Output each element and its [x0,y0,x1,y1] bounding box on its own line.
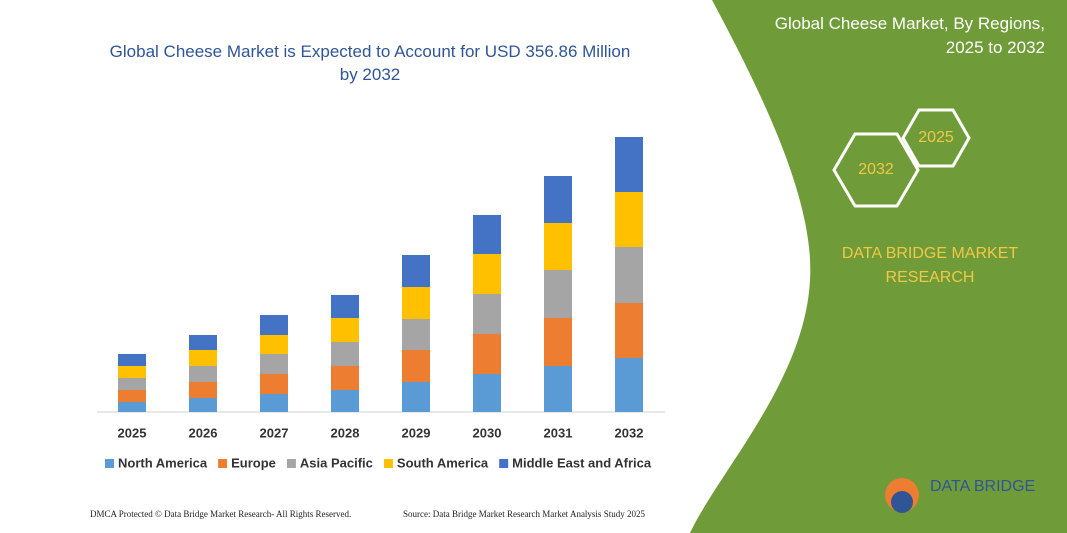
x-tick-label: 2029 [402,425,431,440]
logo-text: DATA BRIDGE [930,478,1035,495]
bar-segment [402,287,430,319]
x-tick-label: 2031 [544,425,573,440]
bar-segment [331,295,359,318]
footer-left: DMCA Protected © Data Bridge Market Rese… [90,509,351,519]
x-tick-label: 2027 [260,425,289,440]
bar-segment [189,335,217,350]
bar-segment [544,366,572,412]
hex-label: 2025 [918,129,954,146]
hexagon [901,108,971,168]
x-tick-label: 2025 [118,425,147,440]
bar-segment [118,402,146,412]
bar-segment [473,334,501,374]
green-panel [690,0,1067,533]
bar-segment [118,390,146,402]
bar-segment [189,398,217,412]
bar-segment [331,342,359,366]
bar-segment [402,382,430,412]
bar-segment [473,294,501,334]
bar-segment [544,318,572,366]
legend-label: Middle East and Africa [512,455,652,470]
hexagon [832,132,920,208]
bar-segment [189,350,217,366]
bar-segment [260,354,288,374]
x-tick-label: 2028 [331,425,360,440]
bar-segment [544,270,572,318]
bar-segment [402,255,430,287]
x-tick-label: 2026 [189,425,218,440]
bar-segment [331,366,359,390]
bar-segment [189,366,217,382]
legend-label: Europe [231,455,276,470]
hex-label: 2032 [858,161,894,178]
bar-segment [260,315,288,335]
x-tick-label: 2030 [473,425,502,440]
bar-segment [118,378,146,390]
bar-segment [473,215,501,254]
legend-label: Asia Pacific [300,455,373,470]
bar-segment [615,137,643,192]
bar-segment [260,374,288,394]
legend-swatch [286,459,296,468]
legend-label: South America [397,455,489,470]
bar-segment [118,354,146,366]
bar-segment [118,366,146,378]
bar-segment [402,319,430,350]
bar-segment [473,374,501,412]
x-tick-label: 2032 [615,425,644,440]
bar-segment [615,192,643,247]
bar-segment [544,223,572,270]
legend-swatch [383,459,393,468]
legend-label: North America [118,455,208,470]
chart-title: Global Cheese Market is Expected to Acco… [109,42,631,84]
bar-segment [331,318,359,342]
legend-swatch [218,459,228,468]
brand: DATA BRIDGE MARKET RESEARCH [841,245,1019,286]
bar-segment [615,303,643,358]
bar-segment [615,358,643,412]
panel-title: Global Cheese Market, By Regions, 2025 t… [774,14,1045,57]
bar-segment [473,254,501,294]
bar-segment [260,394,288,412]
footer-right: Source: Data Bridge Market Research Mark… [403,509,645,519]
bar-segment [544,176,572,223]
bar-segment [331,390,359,412]
bar-segment [260,335,288,354]
bar-segment [189,382,217,398]
bar-segment [402,350,430,382]
legend-swatch [499,459,509,468]
logo-icon [891,491,913,513]
bar-segment [615,247,643,303]
legend-swatch [105,459,114,468]
